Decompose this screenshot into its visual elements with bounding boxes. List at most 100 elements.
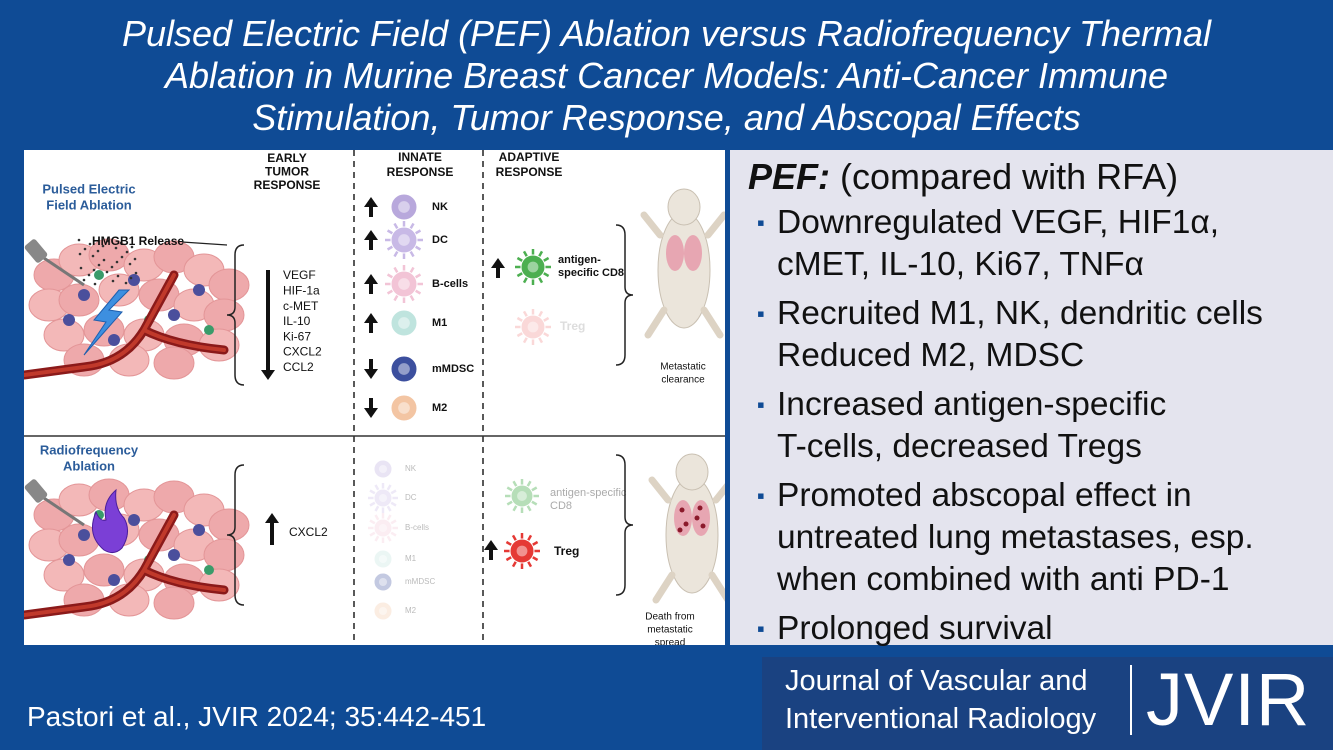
hmgb1-particle: [91, 254, 95, 258]
immune-cell: [94, 270, 104, 280]
bullet-line: Reduced M2, MDSC: [777, 337, 1085, 374]
column-header: INNATE: [398, 150, 442, 164]
bracket: [615, 454, 634, 596]
column-header: RESPONSE: [387, 165, 454, 179]
blood-vessel: [24, 273, 226, 377]
cell-body: [390, 309, 418, 337]
cell-nucleus: [527, 261, 539, 273]
tumor-cell: [153, 346, 195, 380]
hmgb1-particle: [79, 266, 83, 270]
section-label: Field Ablation: [46, 197, 132, 212]
cell-spike: [511, 560, 518, 568]
cell-body: [373, 459, 393, 479]
hmgb1-particle: [133, 257, 137, 261]
cell-spike: [516, 256, 524, 263]
cell-nucleus: [398, 201, 410, 213]
cell-spike: [512, 504, 518, 512]
bullet-marker: ▪: [757, 210, 765, 235]
cell-spike: [390, 531, 397, 537]
bullet-line: when combined with anti PD-1: [777, 561, 1230, 598]
cell-spike: [522, 336, 529, 344]
hmgb1-particle: [93, 282, 97, 286]
hmgb1-particle: [106, 239, 110, 243]
cell-spike: [542, 271, 550, 278]
cell-spike: [386, 273, 394, 279]
section-label: Pulsed Electric: [42, 181, 135, 196]
immune-cell: [168, 309, 180, 321]
cell-body: [390, 394, 418, 422]
cell-label: antigen-specific: [550, 487, 627, 499]
mouse-illustration: [640, 188, 725, 339]
cell-label: B-cells: [432, 278, 468, 290]
cell-icon: [368, 513, 398, 543]
immune-cell: [63, 314, 75, 326]
cell-body: [510, 484, 534, 508]
immune-cell: [63, 554, 75, 566]
cell-icon: [505, 479, 539, 513]
mouse-limb: [640, 211, 664, 239]
cell-icon: [373, 572, 393, 592]
cell-spike: [506, 486, 514, 492]
cell-spike: [369, 531, 376, 537]
bracket: [226, 244, 245, 386]
cell-spike: [393, 294, 399, 302]
cell-spike: [386, 514, 392, 521]
cell-spike: [409, 222, 415, 230]
tumor-cell: [153, 586, 195, 620]
cell-body: [373, 549, 393, 569]
cell-spike: [522, 250, 529, 258]
immune-cell: [108, 574, 120, 586]
cell-spike: [530, 486, 538, 492]
hmgb1-particle: [83, 247, 87, 251]
bullet-line: Promoted abscopal effect in: [777, 477, 1192, 514]
lung: [674, 500, 692, 536]
immune-cell: [193, 524, 205, 536]
cell-nucleus: [378, 464, 388, 474]
outcome-label: Metastatic: [660, 362, 706, 373]
mouse-illustration: [648, 453, 725, 604]
bullet-marker: ▪: [757, 483, 765, 508]
cell-body: [373, 518, 393, 538]
journal-logo: JVIR: [1146, 658, 1311, 741]
cell-icon: [390, 193, 418, 221]
cell-spike: [369, 519, 376, 525]
arrow-head: [265, 513, 279, 523]
hmgb1-particle: [129, 276, 133, 280]
mouse-limb: [648, 476, 672, 504]
marker-label: VEGF: [283, 268, 316, 282]
cell-body: [390, 226, 418, 254]
bullet: ▪ Downregulated VEGF, HIF1α, cMET, IL-10, …: [757, 202, 1327, 286]
cell-spike: [374, 505, 380, 512]
cell-spike: [530, 500, 538, 506]
mouse-head: [667, 188, 701, 226]
marker-label: Ki-67: [283, 329, 311, 343]
marker-label: CXCL2: [289, 525, 328, 539]
cell-spike: [374, 535, 380, 542]
immune-cell: [193, 284, 205, 296]
bullet-line: Increased antigen-specific: [777, 386, 1167, 423]
cell-label: M2: [405, 606, 417, 615]
cell-spike: [409, 266, 415, 274]
cell-spike: [522, 276, 529, 284]
arrow-head: [364, 274, 378, 284]
mouse-limb: [704, 211, 725, 239]
cell-spike: [386, 505, 392, 512]
cell-label: mMDSC: [432, 363, 474, 375]
cell-spike: [537, 336, 544, 344]
section-label: Ablation: [63, 458, 115, 473]
cell-spike: [390, 489, 397, 495]
immune-cell: [78, 529, 90, 541]
cell-nucleus: [398, 363, 410, 375]
hmgb1-particle: [105, 270, 109, 274]
marker-label: CXCL2: [283, 345, 322, 359]
cell-body: [390, 270, 418, 298]
cell-nucleus: [516, 545, 528, 557]
cell-icon: [385, 265, 423, 303]
cell-nucleus: [378, 606, 388, 616]
connector: [181, 241, 228, 246]
bullet-line: untreated lung metastases, esp.: [777, 519, 1254, 556]
bullet-marker: ▪: [757, 616, 765, 641]
cell-spike: [526, 504, 532, 512]
arrow-head: [484, 540, 498, 550]
cell-icon: [368, 483, 398, 513]
